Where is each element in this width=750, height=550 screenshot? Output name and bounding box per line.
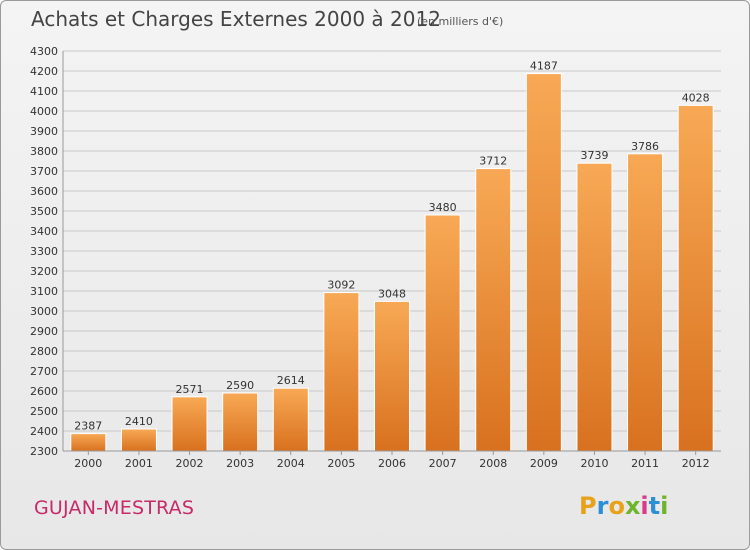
chart-subtitle: (en milliers d'€) xyxy=(417,15,504,28)
y-tick-label: 4300 xyxy=(30,45,58,58)
logo-letter: P xyxy=(579,492,597,520)
x-tick-label: 2003 xyxy=(226,457,254,470)
y-tick-label: 4200 xyxy=(30,65,58,78)
logo-letter: i xyxy=(660,492,669,520)
location-label: GUJAN-MESTRAS xyxy=(34,497,195,519)
y-tick-label: 2900 xyxy=(30,325,58,338)
bar-2006 xyxy=(374,300,410,452)
x-tick-label: 2012 xyxy=(682,457,710,470)
x-tick-label: 2002 xyxy=(176,457,204,470)
data-label: 2410 xyxy=(125,415,153,428)
y-axis: 2300 2400 2500 2600 2700 2800 2900 3000 3100 3200… xyxy=(30,45,64,458)
logo-letter: x xyxy=(624,492,641,520)
y-tick-label: 4000 xyxy=(30,105,58,118)
bar-2007 xyxy=(424,214,461,452)
x-tick-label: 2007 xyxy=(429,457,457,470)
data-label: 2571 xyxy=(176,383,204,396)
bar-2008 xyxy=(475,168,512,452)
proxiti-logo[interactable]: Proxiti xyxy=(579,492,668,520)
bar-2010 xyxy=(576,162,613,452)
x-tick-label: 2008 xyxy=(479,457,507,470)
bar-2000 xyxy=(70,433,107,452)
y-tick-label: 3000 xyxy=(30,305,58,318)
data-label: 3739 xyxy=(580,149,608,162)
y-tick-label: 3900 xyxy=(30,125,58,138)
y-tick-label: 3100 xyxy=(30,285,58,298)
y-tick-label: 2600 xyxy=(30,385,58,398)
data-label: 2590 xyxy=(226,379,254,392)
x-tick-label: 2006 xyxy=(378,457,406,470)
data-label: 4028 xyxy=(682,91,710,104)
data-label: 2614 xyxy=(277,374,305,387)
y-tick-label: 3700 xyxy=(30,165,58,178)
bar-2004 xyxy=(272,387,309,452)
data-label: 3092 xyxy=(327,279,355,292)
y-tick-label: 2500 xyxy=(30,405,58,418)
y-tick-label: 3800 xyxy=(30,145,58,158)
x-axis: 2000 2001 2002 2003 2004 2005 2006 2007 2008 2009… xyxy=(63,450,721,470)
data-label: 3786 xyxy=(631,140,659,153)
x-tick-label: 2009 xyxy=(530,457,558,470)
logo-letter: t xyxy=(648,492,661,520)
chart-title: Achats et Charges Externes 2000 à 2012 xyxy=(31,7,441,31)
y-tick-label: 3400 xyxy=(30,225,58,238)
y-tick-label: 2800 xyxy=(30,345,58,358)
x-tick-label: 2005 xyxy=(327,457,355,470)
y-tick-label: 3200 xyxy=(30,265,58,278)
bar-2003 xyxy=(222,392,259,452)
x-tick-label: 2000 xyxy=(74,457,102,470)
bar-2005 xyxy=(323,292,360,452)
data-label: 3480 xyxy=(429,201,457,214)
bars: 2387 2410 2571 2590 2614 3092 3048 3480 3712 4187… xyxy=(70,60,714,452)
data-label: 4187 xyxy=(530,60,558,73)
bar-2011 xyxy=(627,153,664,452)
data-label: 3048 xyxy=(378,287,406,300)
y-tick-label: 2700 xyxy=(30,365,58,378)
data-label: 3712 xyxy=(479,155,507,168)
logo-letter: o xyxy=(608,492,625,520)
bar-2001 xyxy=(120,428,157,452)
data-label: 2387 xyxy=(74,420,102,433)
logo-letter: i xyxy=(640,492,649,520)
bar-2012 xyxy=(677,104,714,452)
y-tick-label: 3600 xyxy=(30,185,58,198)
y-tick-label: 3500 xyxy=(30,205,58,218)
x-tick-label: 2011 xyxy=(631,457,659,470)
y-tick-label: 2400 xyxy=(30,425,58,438)
logo-letter: r xyxy=(596,492,609,520)
y-tick-label: 3300 xyxy=(30,245,58,258)
y-tick-label: 4100 xyxy=(30,85,58,98)
y-tick-label: 2300 xyxy=(30,445,58,458)
x-tick-label: 2010 xyxy=(580,457,608,470)
x-tick-label: 2001 xyxy=(125,457,153,470)
bar-2009 xyxy=(525,73,562,452)
bar-2002 xyxy=(171,396,208,452)
x-tick-label: 2004 xyxy=(277,457,305,470)
